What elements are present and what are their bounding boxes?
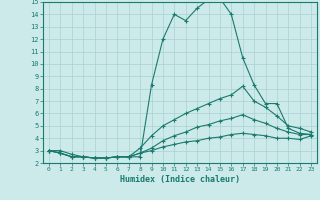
X-axis label: Humidex (Indice chaleur): Humidex (Indice chaleur) bbox=[120, 175, 240, 184]
